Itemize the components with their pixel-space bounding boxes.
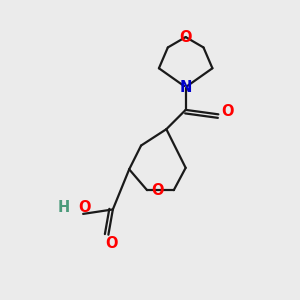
Text: O: O	[179, 30, 192, 45]
Text: O: O	[221, 104, 233, 119]
Text: N: N	[179, 80, 192, 95]
Text: H: H	[58, 200, 70, 215]
Text: O: O	[105, 236, 118, 250]
Text: O: O	[78, 200, 91, 215]
Text: O: O	[151, 183, 164, 198]
